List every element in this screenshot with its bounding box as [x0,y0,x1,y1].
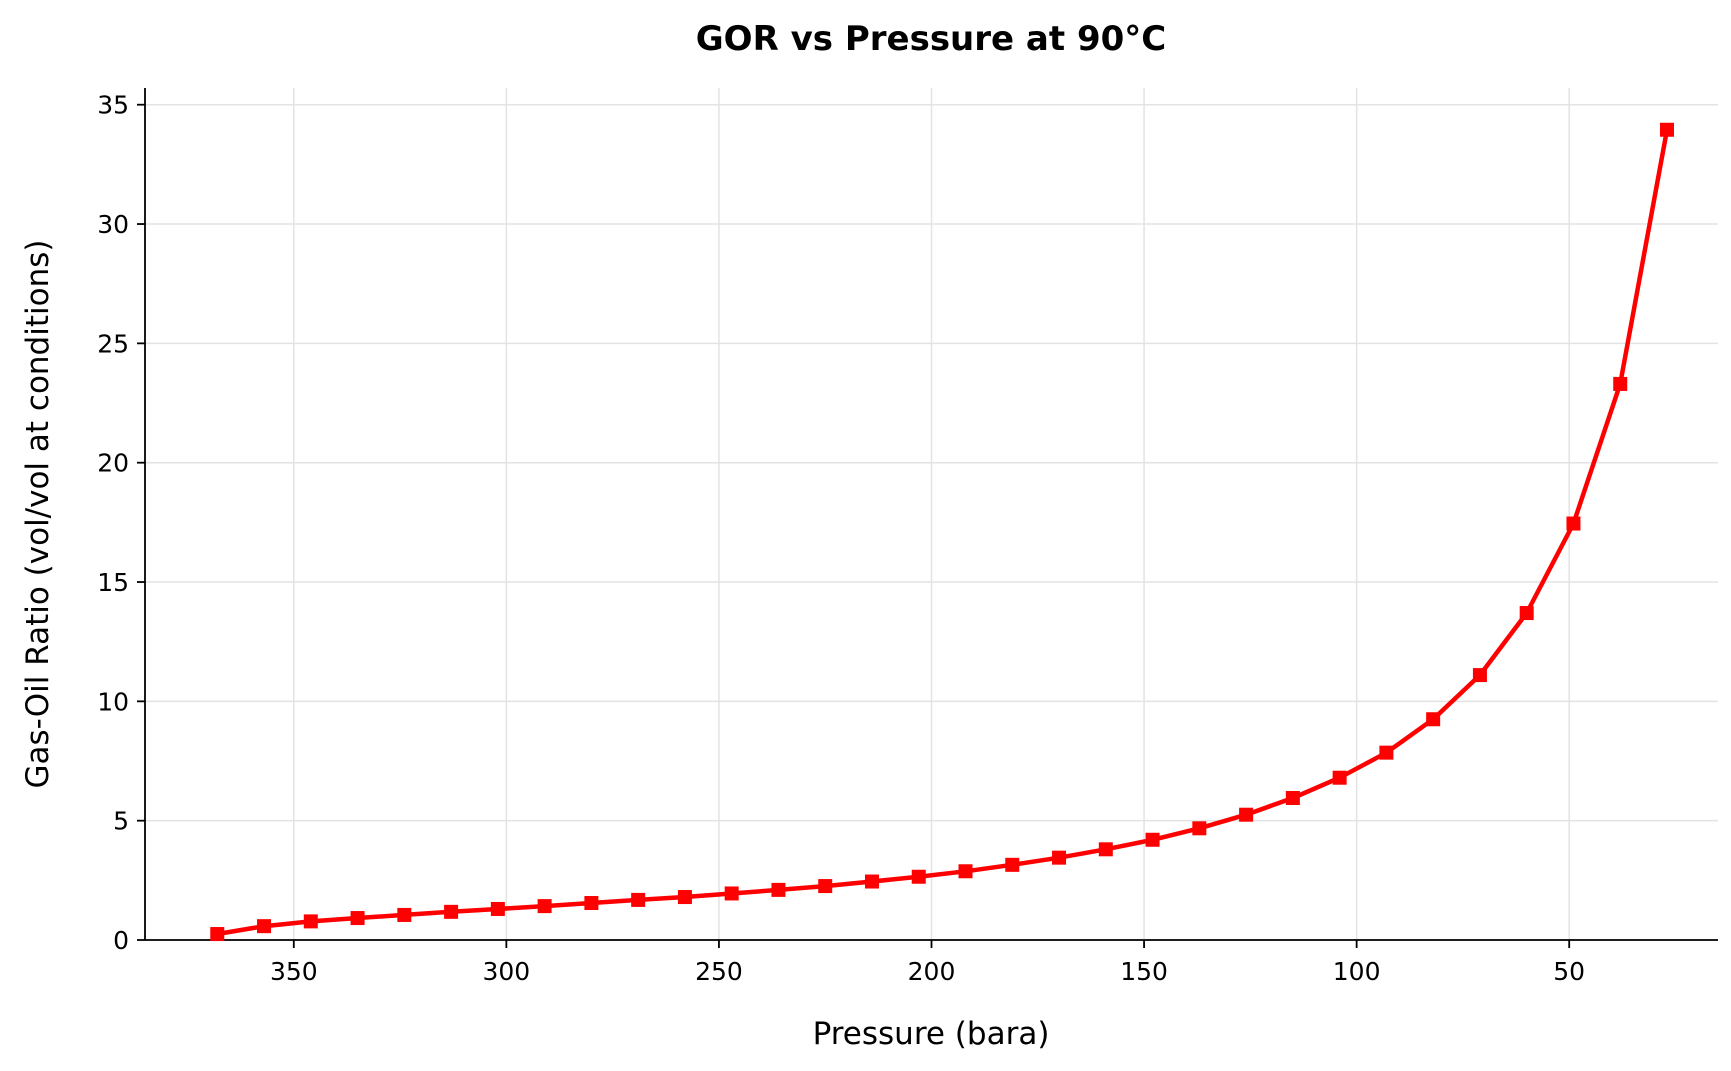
data-point-marker [911,869,926,884]
data-point-marker [1098,842,1113,857]
data-point-marker [1285,791,1300,805]
data-point-marker [257,919,272,934]
data-point-marker [490,901,505,916]
data-point-marker [1145,832,1160,847]
data-point-marker [958,864,973,879]
data-point-marker [1519,606,1534,621]
data-point-marker [631,892,646,907]
data-point-marker [397,907,412,922]
x-tick-label: 250 [695,957,743,986]
data-point-marker [1332,770,1347,785]
y-axis-label: Gas-Oil Ratio (vol/vol at conditions) [20,240,56,789]
grid [145,88,1718,941]
y-axis-ticks: 0 5 10 15 20 25 30 35 [97,91,145,955]
data-point-marker [1379,745,1394,760]
series-markers [210,122,1674,942]
y-tick-label: 0 [113,926,129,955]
data-point-marker [350,911,365,926]
data-point-marker [1659,122,1674,137]
x-axis-ticks: 350 300 250 200 150 100 50 [270,940,1585,986]
data-point-marker [1426,712,1441,727]
x-tick-label: 50 [1553,957,1585,986]
y-tick-label: 30 [97,210,129,239]
x-tick-label: 100 [1333,957,1381,986]
data-point-marker [1052,850,1067,865]
data-point-marker [584,896,599,911]
y-tick-label: 35 [97,91,129,120]
y-tick-label: 5 [113,807,129,836]
series-line [216,129,1670,937]
data-point-marker [444,904,459,919]
data-point-marker [1566,516,1581,531]
data-point-marker [303,914,318,929]
data-point-marker [537,899,552,914]
y-tick-label: 10 [97,687,129,716]
y-tick-label: 20 [97,449,129,478]
chart-title: GOR vs Pressure at 90°C [696,19,1166,59]
data-point-marker [864,874,879,889]
x-tick-label: 200 [908,957,956,986]
x-tick-label: 150 [1120,957,1168,986]
data-point-marker [677,890,692,905]
y-tick-label: 15 [97,568,129,597]
x-tick-label: 350 [270,957,318,986]
data-point-marker [1239,807,1254,822]
data-point-marker [1472,668,1487,683]
data-point-marker [1613,376,1628,391]
data-point-marker [210,927,225,942]
data-point-marker [1192,821,1207,836]
data-point-marker [818,879,833,894]
x-tick-label: 300 [483,957,531,986]
y-tick-label: 25 [97,329,129,358]
x-axis-label: Pressure (bara) [813,1016,1050,1052]
data-point-marker [771,882,786,897]
data-point-marker [1005,857,1020,872]
data-point-marker [724,886,739,901]
